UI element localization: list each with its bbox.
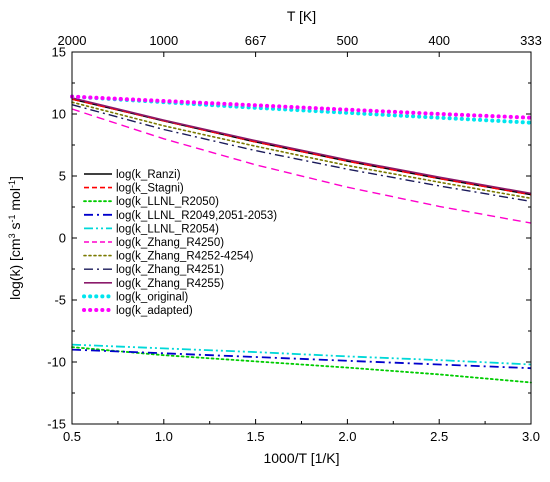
x-axis-title: 1000/T [1/K] [263, 450, 339, 466]
x-tick-label: 2.0 [338, 429, 356, 444]
series-line-9 [71, 97, 532, 195]
legend-label-2: log(k_Stagni) [116, 183, 184, 195]
top-axis-title: T [K] [287, 8, 316, 24]
x-tick-label: 1.0 [155, 429, 173, 444]
series-line-11 [70, 94, 533, 120]
y-tick-label: 15 [52, 45, 66, 60]
x-tick-label: 3.0 [522, 429, 540, 444]
legend-label-5: log(k_LLNL_R2054) [116, 223, 219, 235]
legend-label-3: log(k_LLNL_R2050) [116, 196, 219, 208]
y-tick-label: 0 [59, 231, 66, 246]
series-line-8 [71, 104, 532, 203]
y-tick-label: -10 [47, 355, 66, 370]
y-tick-label: 5 [59, 169, 66, 184]
series-line-7 [71, 101, 532, 200]
legend-label-11: log(k_adapted) [116, 305, 193, 317]
top-tick-label: 667 [245, 33, 267, 48]
legend-label-10: log(k_original) [116, 291, 188, 303]
y-tick-label: -15 [47, 417, 66, 432]
legend-label-4: log(k_LLNL_R2049,2051-2053) [116, 210, 277, 222]
y-tick-label: 10 [52, 107, 66, 122]
top-tick-label: 333 [520, 33, 542, 48]
series-line-4 [71, 348, 532, 370]
legend: log(k_Ranzi)log(k_Stagni)log(k_LLNL_R205… [82, 169, 277, 317]
legend-label-1: log(k_Ranzi) [116, 169, 181, 181]
legend-label-7: log(k_Zhang_R4252-4254) [116, 251, 254, 263]
top-tick-label: 1000 [149, 33, 178, 48]
legend-label-6: log(k_Zhang_R4250) [116, 237, 224, 249]
series-line-5 [71, 343, 532, 366]
legend-label-8: log(k_Zhang_R4251) [116, 264, 224, 276]
y-tick-label: -5 [54, 293, 66, 308]
x-tick-label: 0.5 [63, 429, 81, 444]
legend-label-9: log(k_Zhang_R4255) [116, 278, 224, 290]
series-line-6 [71, 108, 532, 224]
series-layer [70, 94, 533, 384]
tick-layer: 0.5 1.0 1.5 2.0 2.5 3.0 15 10 5 0 -5 -10 -15 2000 1000… [47, 33, 542, 444]
top-tick-label: 400 [428, 33, 450, 48]
top-tick-label: 500 [337, 33, 359, 48]
y-axis-title: log(k) [cm3 s-1 mol-1] [7, 176, 23, 300]
series-line-10 [70, 94, 533, 125]
x-tick-label: 1.5 [247, 429, 265, 444]
x-tick-label: 2.5 [430, 429, 448, 444]
top-tick-label: 2000 [58, 33, 87, 48]
series-line-3 [71, 346, 532, 384]
